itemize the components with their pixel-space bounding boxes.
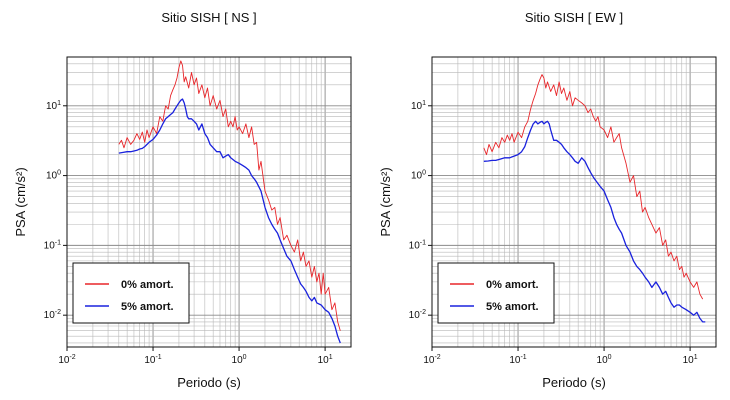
- x-tick-label: 10-2: [58, 354, 75, 366]
- series-line-undamped: [118, 60, 341, 331]
- y-tick-label: 10-1: [44, 239, 61, 251]
- legend: 0% amort. 5% amort.: [72, 262, 190, 324]
- grid: [431, 56, 717, 347]
- x-tick-label: 101: [683, 354, 698, 366]
- y-tick-label: 100: [46, 170, 61, 182]
- chart-title: Sitio SISH [ NS ]: [161, 10, 256, 25]
- legend: 0% amort. 5% amort.: [437, 262, 555, 324]
- legend-label: 0% amort.: [486, 279, 539, 291]
- legend-label: 5% amort.: [121, 301, 174, 313]
- series-line-damped: [118, 98, 341, 344]
- x-tick-label: 10-1: [509, 354, 526, 366]
- series-line-damped: [483, 120, 706, 323]
- legend-box: [437, 262, 555, 324]
- y-tick-label: 10-2: [409, 309, 426, 321]
- x-tick-label: 100: [597, 354, 612, 366]
- series-group: [483, 74, 706, 323]
- plot-frame: [66, 56, 352, 348]
- y-tick-label: 10-1: [409, 239, 426, 251]
- x-axis-label: Periodo (s): [177, 375, 241, 390]
- x-tick-label: 10-1: [144, 354, 161, 366]
- y-axis-label: PSA (cm/s²): [378, 167, 393, 236]
- x-axis-label: Periodo (s): [542, 375, 606, 390]
- plot-frame: [431, 56, 717, 348]
- legend-label: 5% amort.: [486, 301, 539, 313]
- legend-box: [72, 262, 190, 324]
- y-tick-label: 101: [411, 100, 426, 112]
- chart-panel-ew: 10-2 10-1 100 101 10-2 10-1 100 101 Sitio SISH […: [378, 10, 717, 390]
- series-group: [118, 60, 341, 344]
- series-line-undamped: [483, 74, 704, 300]
- y-axis-label: PSA (cm/s²): [13, 167, 28, 236]
- y-tick-label: 101: [46, 100, 61, 112]
- chart-panel-ns: 10-2 10-1 100 101 10-2 10-1 100 101 Sitio SISH […: [13, 10, 352, 390]
- legend-label: 0% amort.: [121, 279, 174, 291]
- axis-ticks: 10-2 10-1 100 101 10-2 10-1 100 101: [44, 100, 333, 366]
- chart-title: Sitio SISH [ EW ]: [525, 10, 623, 25]
- y-tick-label: 100: [411, 170, 426, 182]
- axis-ticks: 10-2 10-1 100 101 10-2 10-1 100 101: [409, 100, 698, 366]
- x-tick-label: 100: [232, 354, 247, 366]
- y-tick-label: 10-2: [44, 309, 61, 321]
- x-tick-label: 10-2: [423, 354, 440, 366]
- x-tick-label: 101: [318, 354, 333, 366]
